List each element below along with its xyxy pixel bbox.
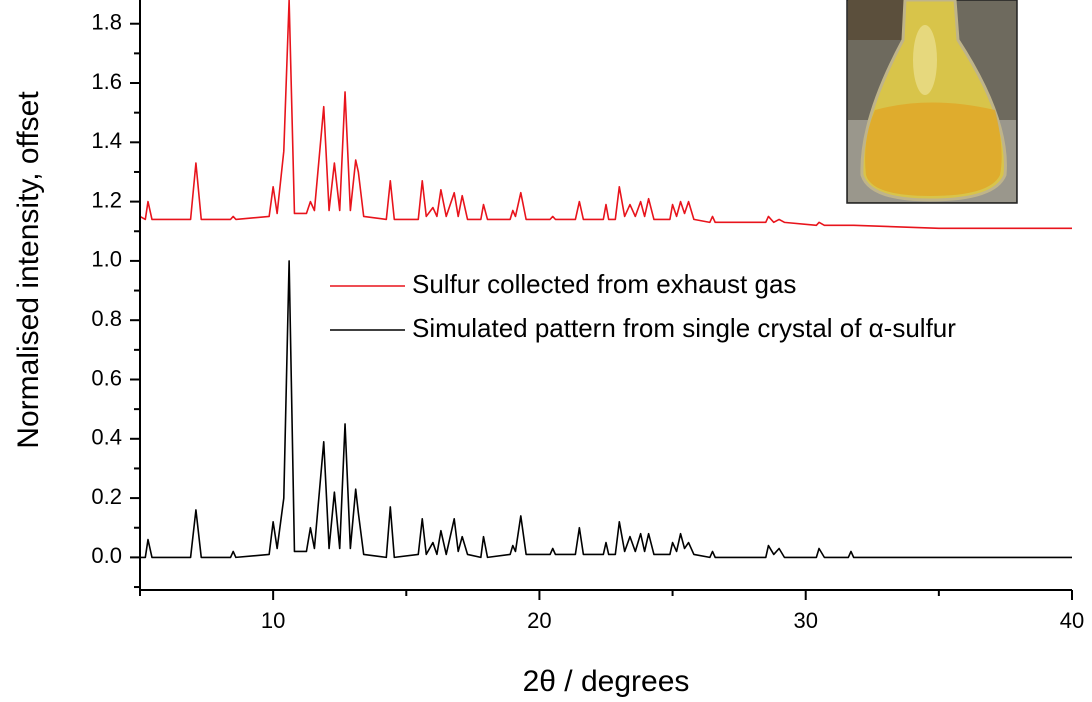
legend-label: Simulated pattern from single crystal of… — [412, 313, 956, 343]
y-tick-label: 1.2 — [91, 187, 122, 212]
y-tick-label: 0.6 — [91, 365, 122, 390]
x-tick-label: 20 — [527, 608, 551, 633]
y-tick-label: 1.4 — [91, 128, 122, 153]
y-tick-label: 1.0 — [91, 247, 122, 272]
y-tick-label: 0.2 — [91, 484, 122, 509]
legend-label: Sulfur collected from exhaust gas — [412, 269, 796, 299]
y-tick-label: 0.8 — [91, 306, 122, 331]
x-axis-title: 2θ / degrees — [523, 665, 690, 698]
y-tick-label: 1.6 — [91, 69, 122, 94]
x-tick-label: 40 — [1060, 608, 1084, 633]
y-tick-label: 0.4 — [91, 425, 122, 450]
series-line — [140, 0, 1072, 230]
y-tick-label: 0.0 — [91, 543, 122, 568]
inset-photo — [846, 0, 1018, 204]
y-tick-label: 1.8 — [91, 10, 122, 35]
series-line — [140, 260, 1072, 559]
x-tick-label: 10 — [261, 608, 285, 633]
x-tick-label: 30 — [793, 608, 817, 633]
y-axis-title: Normalised intensity, offset — [12, 91, 45, 449]
plot-area — [140, 0, 1072, 559]
